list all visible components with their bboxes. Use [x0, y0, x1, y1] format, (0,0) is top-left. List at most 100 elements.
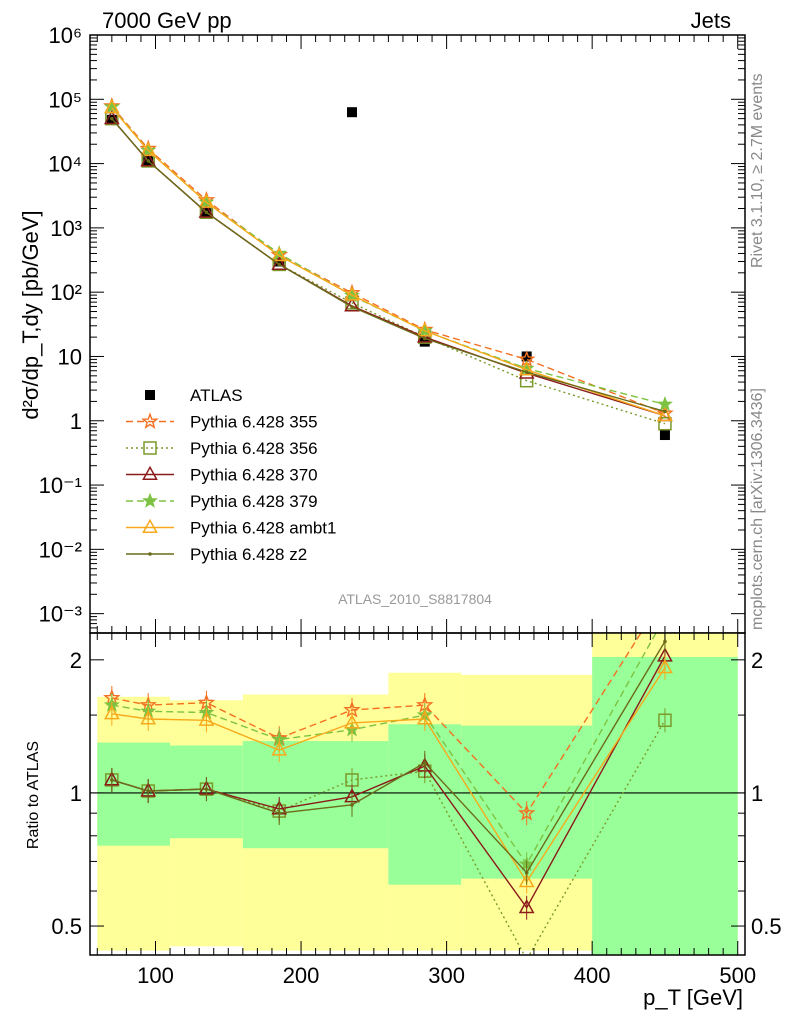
- ratio-series-line-0: [111, 633, 642, 815]
- ratio-bands-layer: [90, 633, 745, 955]
- main-series-5: [103, 98, 673, 422]
- main-series-layer: [103, 97, 674, 441]
- ratio-axes: 0.5 0.5 1 1 2 2 100 200 300 400 500: [51, 632, 782, 988]
- mcplots-label: mcplots.cern.ch [arXiv:1306.3436]: [749, 388, 766, 630]
- legend-marker-0: [145, 390, 155, 400]
- main-ytick-label: 10⁻¹: [39, 473, 82, 498]
- analysis-label: ATLAS_2010_S8817804: [338, 591, 492, 607]
- main-point-6-4: [350, 305, 354, 309]
- ratio-point-5-6: [524, 870, 529, 875]
- main-ytick-label: 10³: [50, 216, 82, 241]
- main-point-0-6: [521, 351, 532, 362]
- ratio-band-inner-0: [97, 742, 171, 846]
- ratio-xtick-label: 500: [719, 963, 756, 988]
- main-series-line-3: [111, 118, 666, 417]
- main-series-1: [103, 97, 674, 421]
- ratio-point-5-0: [110, 778, 114, 782]
- main-ytick-label: 10⁻²: [39, 537, 82, 562]
- ratio-series-line-5: [111, 641, 666, 874]
- legend-item-4: Pythia 6.428 379: [126, 492, 318, 511]
- ratio-point-4-5: [416, 710, 433, 725]
- main-point-6-6: [524, 370, 529, 374]
- ratio-point-5-3: [277, 811, 282, 815]
- main-point-5-1: [140, 141, 157, 157]
- legend-label-3: Pythia 6.428 370: [190, 466, 318, 485]
- ratio-band-inner-5: [592, 656, 738, 955]
- ratio-point-4-2: [198, 711, 215, 726]
- main-point-5-3: [271, 246, 288, 262]
- main-point-5-5: [416, 322, 433, 337]
- legend-label-2: Pythia 6.428 356: [190, 439, 318, 458]
- rivet-label: Rivet 3.1.10, ≥ 2.7M events: [749, 73, 766, 268]
- legend-item-3: Pythia 6.428 370: [126, 466, 318, 485]
- ratio-ytick-label: 1: [70, 781, 82, 806]
- main-point-3-1: [140, 152, 157, 167]
- ratio-point-4-0: [103, 705, 120, 720]
- main-point-6-7: [663, 409, 667, 414]
- main-series-line-2: [111, 118, 666, 425]
- ratio-ytick-label-right: 1: [751, 781, 763, 806]
- main-point-5-2: [198, 193, 215, 208]
- main-point-3-3: [271, 255, 288, 270]
- ratio-point-4-6: [518, 872, 535, 888]
- main-series-line-4: [111, 106, 666, 406]
- legend-item-6: Pythia 6.428 z2: [126, 545, 307, 564]
- main-point-4-0: [103, 98, 120, 114]
- legend-label-4: Pythia 6.428 379: [190, 492, 318, 511]
- ratio-ylabel: Ratio to ATLAS: [25, 741, 42, 849]
- ratio-series-5: [110, 633, 667, 885]
- ratio-xtick-label: 100: [137, 963, 174, 988]
- ratio-point-5-4: [350, 803, 354, 807]
- legend-item-5: Pythia 6.428 ambt1: [126, 519, 336, 538]
- main-point-6-0: [110, 116, 114, 121]
- main-ytick-label: 10²: [50, 280, 82, 305]
- main-point-0-4: [347, 107, 357, 118]
- main-point-5-0: [103, 98, 120, 114]
- ratio-xtick-label: 200: [283, 963, 320, 988]
- main-axes: 10⁻³ 10⁻² 10⁻¹ 1 10 10² 10³ 10⁴ 10⁵ 10⁶: [39, 23, 746, 634]
- ratio-point-4-7: [657, 658, 673, 674]
- main-point-0-3: [274, 256, 285, 267]
- ratio-series-layer: [103, 633, 673, 955]
- ratio-series-clipped: [103, 633, 673, 955]
- legend-marker-6: [148, 552, 152, 556]
- main-ytick-label: 10⁻³: [39, 602, 82, 627]
- main-series-3: [103, 109, 673, 422]
- ratio-point-2-6: [518, 898, 535, 914]
- legend-marker-1: [141, 412, 159, 429]
- ratio-ytick-label-right: 0.5: [751, 914, 782, 939]
- ratio-point-4-4: [344, 714, 360, 729]
- ratio-point-0-6: [517, 803, 536, 821]
- main-ytick-label: 1: [70, 409, 82, 434]
- legend-item-2: Pythia 6.428 356: [126, 439, 318, 458]
- main-series-line-5: [111, 107, 666, 417]
- main-series-line-1: [111, 105, 666, 415]
- main-series-line-6: [111, 118, 666, 413]
- header-right: Jets: [691, 8, 731, 33]
- main-series-6: [110, 116, 667, 414]
- legend-label-6: Pythia 6.428 z2: [190, 545, 307, 564]
- ratio-ytick-label: 0.5: [51, 914, 82, 939]
- ratio-point-4-1: [140, 710, 157, 725]
- main-point-2-7: [658, 416, 672, 431]
- legend-marker-4: [142, 492, 158, 508]
- main-ytick-label: 10⁵: [48, 87, 82, 112]
- legend-label-0: ATLAS: [190, 386, 243, 405]
- header-left: 7000 GeV pp: [102, 8, 232, 33]
- legend: ATLAS Pythia 6.428 355 Pythia 6.428 356 Pyt…: [126, 386, 336, 564]
- legend-marker-2: [143, 441, 157, 455]
- ratio-series-line-3: [111, 633, 657, 866]
- main-point-5-4: [344, 286, 360, 301]
- ratio-point-4-3: [271, 741, 288, 756]
- ratio-point-5-2: [204, 787, 209, 791]
- ratio-band-inner-3: [388, 724, 462, 885]
- main-ytick-label: 10⁶: [48, 23, 82, 48]
- main-point-6-5: [422, 336, 427, 341]
- main-point-0-7: [659, 430, 670, 441]
- main-point-6-2: [204, 210, 209, 215]
- legend-label-1: Pythia 6.428 355: [190, 413, 318, 432]
- legend-label-5: Pythia 6.428 ambt1: [190, 519, 336, 538]
- ratio-ytick-label: 2: [70, 648, 82, 673]
- main-point-6-1: [146, 159, 151, 163]
